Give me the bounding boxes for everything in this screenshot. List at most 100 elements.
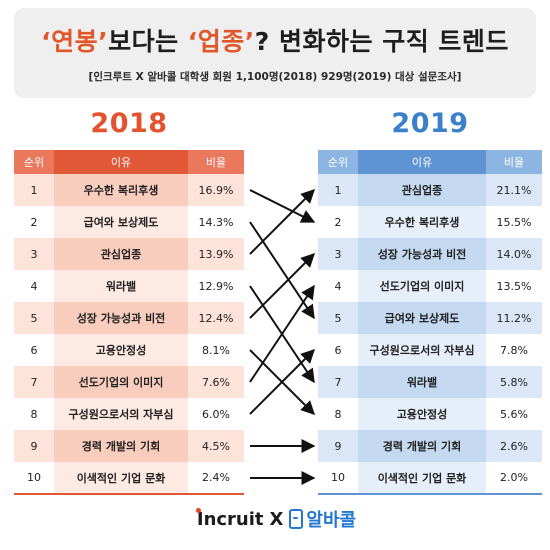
percent-cell: 13.9% xyxy=(188,238,244,270)
rank-change-arrow xyxy=(249,284,315,383)
table-row: 10 이색적인 기업 문화 2.0% xyxy=(318,462,542,495)
rank-cell: 1 xyxy=(14,174,54,206)
rank-change-arrow xyxy=(249,349,315,415)
reason-cell: 워라밸 xyxy=(54,270,188,302)
reason-cell: 급여와 보상제도 xyxy=(54,206,188,238)
header-reason: 이유 xyxy=(358,150,486,174)
ranking-table-2018: 순위 이유 비율 1 우수한 복리후생 16.9% 2 급여와 보상제도 14.3% 3 관심… xyxy=(14,150,244,495)
title-highlight-salary: ‘연봉’ xyxy=(41,27,109,56)
reason-cell: 경력 개발의 기회 xyxy=(358,430,486,462)
table-row: 8 고용안정성 5.6% xyxy=(318,398,542,430)
reason-cell: 구성원으로서의 자부심 xyxy=(54,398,188,430)
table-row: 9 경력 개발의 기회 4.5% xyxy=(14,430,244,462)
table-row: 10 이색적인 기업 문화 2.4% xyxy=(14,462,244,495)
rank-change-arrow xyxy=(249,349,315,415)
percent-cell: 6.0% xyxy=(188,398,244,430)
table-row: 7 선도기업의 이미지 7.6% xyxy=(14,366,244,398)
table-row: 9 경력 개발의 기회 2.6% xyxy=(318,430,542,462)
title-highlight-industry: ‘업종’ xyxy=(187,27,255,56)
phone-icon xyxy=(289,509,304,529)
percent-cell: 21.1% xyxy=(486,174,542,206)
reason-cell: 고용안정성 xyxy=(54,334,188,366)
table-header-row: 순위 이유 비율 xyxy=(318,150,542,174)
incruit-logo: Incruit xyxy=(194,507,264,530)
percent-cell: 5.8% xyxy=(486,366,542,398)
table-row: 8 구성원으로서의 자부심 6.0% xyxy=(14,398,244,430)
percent-cell: 14.3% xyxy=(188,206,244,238)
table-row: 2 우수한 복리후생 15.5% xyxy=(318,206,542,238)
reason-cell: 이색적인 기업 문화 xyxy=(358,462,486,495)
percent-cell: 13.5% xyxy=(486,270,542,302)
reason-cell: 우수한 복리후생 xyxy=(54,174,188,206)
percent-cell: 5.6% xyxy=(486,398,542,430)
percent-cell: 7.6% xyxy=(188,366,244,398)
reason-cell: 관심업종 xyxy=(54,238,188,270)
collab-x: X xyxy=(269,508,284,530)
reason-cell: 이색적인 기업 문화 xyxy=(54,462,188,495)
rank-cell: 5 xyxy=(14,302,54,334)
survey-subtitle: [인크루트 X 알바콜 대학생 회원 1,100명(2018) 929명(201… xyxy=(88,71,462,83)
header-reason: 이유 xyxy=(54,150,188,174)
rank-change-arrow xyxy=(249,189,315,255)
percent-cell: 11.2% xyxy=(486,302,542,334)
header-percent: 비율 xyxy=(486,150,542,174)
rank-cell: 9 xyxy=(14,430,54,462)
reason-cell: 성장 가능성과 비전 xyxy=(358,238,486,270)
percent-cell: 12.9% xyxy=(188,270,244,302)
reason-cell: 성장 가능성과 비전 xyxy=(54,302,188,334)
rank-cell: 5 xyxy=(318,302,358,334)
rank-cell: 6 xyxy=(318,334,358,366)
rank-cell: 3 xyxy=(14,238,54,270)
table-row: 5 성장 가능성과 비전 12.4% xyxy=(14,302,244,334)
title-text-end: ? 변화하는 구직 트렌드 xyxy=(254,27,509,56)
rank-change-arrow xyxy=(249,221,315,320)
header-percent: 비율 xyxy=(188,150,244,174)
rank-cell: 6 xyxy=(14,334,54,366)
rank-cell: 10 xyxy=(14,462,54,495)
ranking-table-2019: 순위 이유 비율 1 관심업종 21.1% 2 우수한 복리후생 15.5% 3 성장 가능성… xyxy=(318,150,542,495)
reason-cell: 선도기업의 이미지 xyxy=(54,366,188,398)
percent-cell: 4.5% xyxy=(188,430,244,462)
page-title: ‘연봉’보다는 ‘업종’? 변화하는 구직 트렌드 xyxy=(14,22,536,58)
table-row: 3 관심업종 13.9% xyxy=(14,238,244,270)
rank-change-arrow xyxy=(249,253,315,319)
reason-cell: 급여와 보상제도 xyxy=(358,302,486,334)
table-row: 3 성장 가능성과 비전 14.0% xyxy=(318,238,542,270)
year-label-2018: 2018 xyxy=(90,108,168,139)
table-header-row: 순위 이유 비율 xyxy=(14,150,244,174)
rank-cell: 4 xyxy=(318,270,358,302)
percent-cell: 7.8% xyxy=(486,334,542,366)
percent-cell: 2.4% xyxy=(188,462,244,495)
reason-cell: 워라밸 xyxy=(358,366,486,398)
table-row: 7 워라밸 5.8% xyxy=(318,366,542,398)
footer-logos: Incruit X 알바콜 xyxy=(0,506,550,536)
incruit-dot-icon xyxy=(195,507,201,513)
rank-cell: 8 xyxy=(14,398,54,430)
rank-cell: 4 xyxy=(14,270,54,302)
percent-cell: 15.5% xyxy=(486,206,542,238)
table-row: 6 고용안정성 8.1% xyxy=(14,334,244,366)
header-rank: 순위 xyxy=(14,150,54,174)
rank-cell: 2 xyxy=(318,206,358,238)
table-row: 5 급여와 보상제도 11.2% xyxy=(318,302,542,334)
incruit-logo-text: Incruit xyxy=(196,508,264,530)
rank-cell: 8 xyxy=(318,398,358,430)
header-rank: 순위 xyxy=(318,150,358,174)
rank-change-arrow xyxy=(249,285,315,384)
rank-cell: 10 xyxy=(318,462,358,495)
table-row: 4 선도기업의 이미지 13.5% xyxy=(318,270,542,302)
reason-cell: 선도기업의 이미지 xyxy=(358,270,486,302)
year-label-2019: 2019 xyxy=(391,108,469,139)
table-row: 1 우수한 복리후생 16.9% xyxy=(14,174,244,206)
title-text: 보다는 xyxy=(108,27,188,56)
table-row: 2 급여와 보상제도 14.3% xyxy=(14,206,244,238)
rank-cell: 9 xyxy=(318,430,358,462)
reason-cell: 관심업종 xyxy=(358,174,486,206)
header-banner: ‘연봉’보다는 ‘업종’? 변화하는 구직 트렌드 [인크루트 X 알바콜 대학… xyxy=(14,8,536,98)
table-row: 1 관심업종 21.1% xyxy=(318,174,542,206)
reason-cell: 경력 개발의 기회 xyxy=(54,430,188,462)
table-row: 6 구성원으로서의 자부심 7.8% xyxy=(318,334,542,366)
percent-cell: 2.6% xyxy=(486,430,542,462)
rank-cell: 1 xyxy=(318,174,358,206)
rank-cell: 2 xyxy=(14,206,54,238)
